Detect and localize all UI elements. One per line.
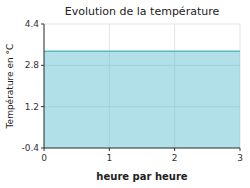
x-label: heure par heure	[96, 171, 187, 182]
grid-line	[44, 24, 240, 25]
tick	[174, 148, 175, 151]
title: Evolution de la température	[65, 5, 220, 18]
line	[44, 50, 240, 52]
x-axis	[44, 148, 240, 149]
tick-label: 2.8	[25, 60, 40, 70]
plot-area	[44, 51, 240, 148]
tick	[41, 148, 44, 149]
grid-line	[44, 24, 45, 148]
tick-label: 2	[172, 153, 178, 163]
grid-line	[44, 148, 240, 149]
tick	[41, 106, 44, 107]
tick-label: 0	[41, 153, 47, 163]
tick-label: 1.2	[25, 102, 39, 112]
tick-label: 1	[106, 153, 112, 163]
y-axis	[44, 24, 45, 148]
y-label: Température en °C	[5, 44, 15, 130]
tick-label: 3	[237, 153, 243, 163]
background	[0, 0, 250, 188]
area	[44, 51, 240, 148]
tick	[41, 24, 44, 25]
tick	[41, 65, 44, 66]
tick-label: 4.4	[25, 19, 40, 29]
tick-label: -0.4	[21, 143, 39, 153]
tick	[240, 148, 241, 151]
chart: 0 1 2 3 -0.4 1.2 2.8 4.4 Evolution de la tempéra…	[0, 0, 250, 188]
tick	[109, 148, 110, 151]
